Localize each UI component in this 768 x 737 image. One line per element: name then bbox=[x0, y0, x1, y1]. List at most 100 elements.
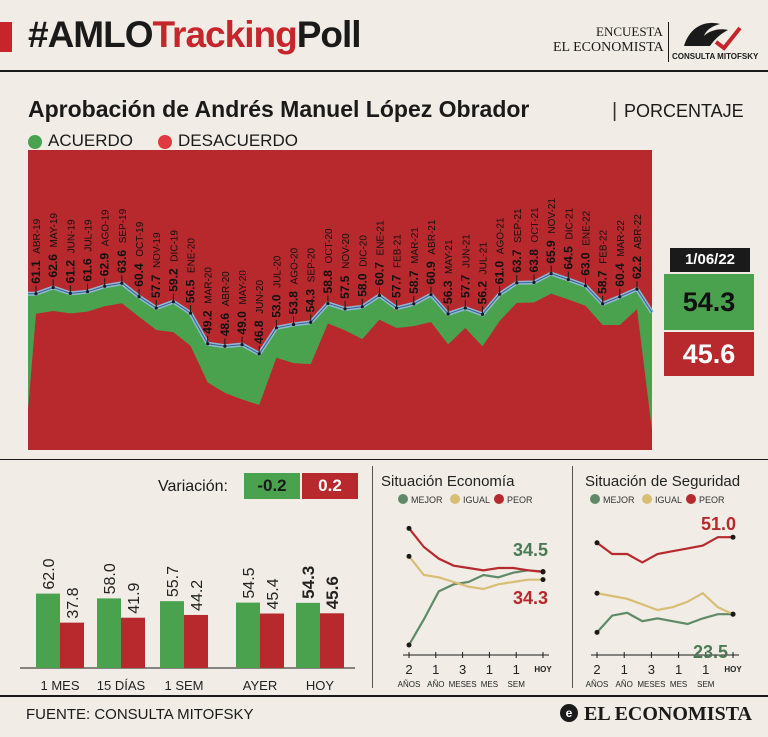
data-point bbox=[515, 281, 519, 285]
point-month: JUL-20 bbox=[272, 255, 283, 288]
variation-disapprove: 0.2 bbox=[302, 473, 358, 499]
point-month: JUL-19 bbox=[84, 219, 95, 252]
point-value: 48.6 bbox=[218, 313, 232, 337]
data-point bbox=[377, 293, 382, 298]
bar-category-label: 15 DÍAS bbox=[97, 678, 146, 693]
series-start-dot bbox=[406, 642, 412, 648]
legend-dot bbox=[642, 494, 652, 504]
point-value: 56.5 bbox=[184, 279, 198, 303]
bar-disagree bbox=[320, 613, 344, 668]
bar-disagree bbox=[260, 613, 284, 668]
point-value: 57.7 bbox=[149, 274, 163, 298]
point-label: 61.1 ABR-19 bbox=[29, 218, 43, 283]
data-point bbox=[601, 302, 605, 306]
series-value-label: 23.5 bbox=[693, 642, 728, 662]
title-separator: | bbox=[612, 100, 618, 122]
point-value: 60.4 bbox=[613, 263, 627, 287]
economy-line-chart: Situación Economía MEJOR IGUAL PEOR 2 AÑOS 1 AÑ… bbox=[381, 473, 552, 689]
bar-disagree bbox=[60, 622, 84, 668]
current-approve-value: 54.3 bbox=[664, 274, 754, 330]
data-point bbox=[480, 312, 485, 316]
data-point bbox=[309, 320, 313, 324]
x-label-num: 1 bbox=[675, 662, 682, 677]
point-label: 62.9 AGO-19 bbox=[98, 209, 112, 276]
point-value: 49.2 bbox=[201, 310, 215, 334]
hashtag-part-poll: Poll bbox=[296, 14, 362, 55]
point-month: DIC-21 bbox=[564, 207, 575, 239]
header-rule bbox=[0, 70, 768, 72]
legend-dot bbox=[450, 494, 460, 504]
data-point bbox=[635, 287, 639, 291]
point-label: 63.7 SEP-21 bbox=[510, 208, 524, 273]
bar-agree bbox=[36, 593, 60, 668]
x-label-unit: HOY bbox=[724, 665, 742, 674]
point-value: 61.6 bbox=[81, 258, 95, 282]
series-line bbox=[408, 569, 544, 646]
x-label-unit: AÑO bbox=[427, 680, 444, 689]
hashtag-part-tracking: Tracking bbox=[152, 14, 298, 55]
x-label-unit: MES bbox=[481, 680, 498, 689]
bar-disagree bbox=[184, 614, 208, 668]
header-accent-bar bbox=[0, 22, 12, 52]
data-point bbox=[223, 344, 227, 348]
logo-divider bbox=[668, 22, 669, 62]
point-label: 61.6 JUL-19 bbox=[81, 219, 95, 282]
bar-agree-label: 62.0 bbox=[41, 558, 58, 589]
point-label: 58.7 MAR-21 bbox=[407, 227, 421, 294]
legend-agree-dot bbox=[28, 135, 42, 149]
source-note: FUENTE: CONSULTA MITOFSKY bbox=[26, 706, 254, 723]
panel-divider-2 bbox=[572, 466, 573, 688]
point-month: ENE-21 bbox=[375, 220, 386, 255]
point-label: 64.5 DIC-21 bbox=[561, 207, 575, 269]
point-value: 63.8 bbox=[527, 249, 541, 273]
point-month: SEP-19 bbox=[118, 208, 129, 243]
point-month: FEB-22 bbox=[599, 230, 610, 264]
point-month: JUN-20 bbox=[255, 280, 266, 314]
legend-agree-label: ACUERDO bbox=[48, 131, 134, 150]
point-label: 63.8 OCT-21 bbox=[527, 207, 541, 272]
comparison-bar-chart: 62.0 37.8 1 MES 58.0 41.9 15 DÍAS 55.7 44.2 1 SE… bbox=[20, 558, 355, 693]
bar-agree bbox=[236, 602, 260, 668]
point-month: ABR-21 bbox=[427, 219, 438, 254]
current-date-badge: 1/06/22 bbox=[670, 248, 750, 272]
point-value: 65.9 bbox=[544, 240, 558, 264]
series-start-dot bbox=[594, 629, 600, 635]
point-month: NOV-20 bbox=[341, 233, 352, 269]
point-month: NOV-21 bbox=[547, 198, 558, 234]
bar-category-label: HOY bbox=[306, 678, 335, 693]
bar-agree bbox=[160, 601, 184, 668]
point-month: DIC-20 bbox=[358, 235, 369, 267]
point-label: 62.6 MAY-19 bbox=[46, 213, 60, 278]
series-end-dot bbox=[540, 569, 546, 575]
point-value: 62.6 bbox=[46, 254, 60, 278]
legend-label: PEOR bbox=[507, 495, 533, 505]
bar-agree bbox=[97, 598, 121, 668]
x-label-num: 1 bbox=[621, 662, 628, 677]
point-label: 57.5 NOV-20 bbox=[338, 233, 352, 299]
x-label-unit: MESES bbox=[637, 680, 665, 689]
bar-disagree bbox=[121, 617, 145, 668]
x-label-unit: SEM bbox=[697, 680, 715, 689]
series-end-dot bbox=[540, 577, 546, 583]
data-point bbox=[154, 306, 158, 310]
data-point bbox=[85, 290, 90, 294]
bar-category-label: AYER bbox=[243, 678, 277, 693]
point-value: 56.2 bbox=[475, 281, 489, 305]
point-month: MAR-21 bbox=[410, 227, 421, 264]
variation-approve: -0.2 bbox=[244, 473, 300, 499]
legend-label: PEOR bbox=[699, 495, 725, 505]
variation-label: Variación: bbox=[158, 478, 228, 495]
series-start-dot bbox=[594, 540, 600, 546]
point-value: 61.0 bbox=[493, 261, 507, 285]
point-month: AGO-21 bbox=[496, 217, 507, 254]
series-start-dot bbox=[406, 525, 412, 531]
point-label: 60.4 OCT-19 bbox=[132, 221, 146, 286]
x-label-num: 1 bbox=[702, 662, 709, 677]
legend-label: IGUAL bbox=[655, 495, 682, 505]
footer-rule bbox=[0, 695, 768, 697]
data-point bbox=[566, 277, 570, 282]
legend-disagree-label: DESACUERDO bbox=[178, 131, 298, 150]
data-point bbox=[291, 322, 296, 327]
point-month: ENE-20 bbox=[187, 238, 198, 273]
